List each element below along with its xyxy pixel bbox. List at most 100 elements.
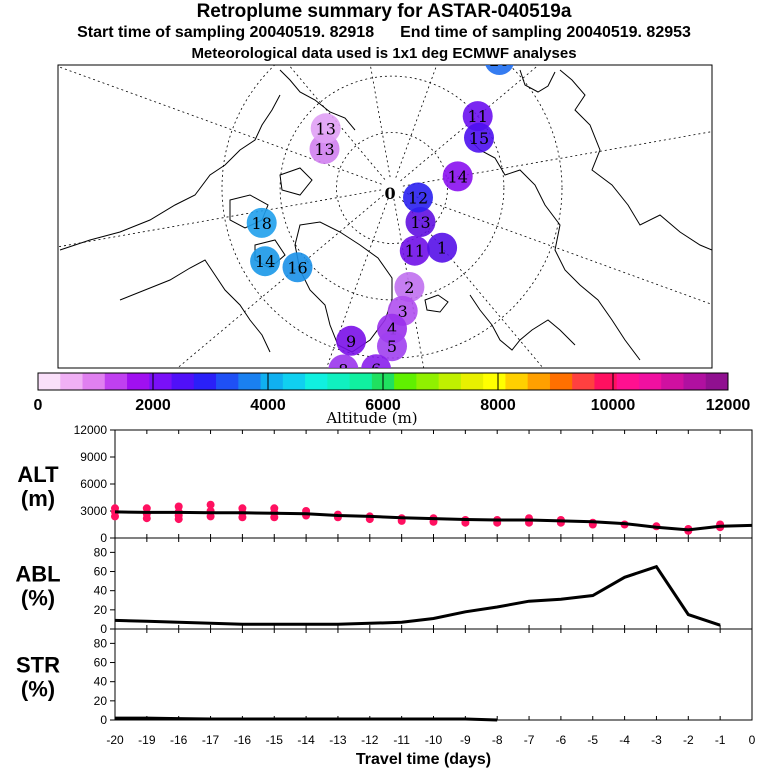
y-tick-label: 60	[94, 565, 108, 579]
y-tick-label: 80	[94, 545, 108, 559]
colorbar-swatch	[149, 373, 172, 390]
colorbar-tick-label: 8000	[480, 397, 516, 414]
colorbar-swatch	[216, 373, 239, 390]
trajectory-dot	[246, 207, 277, 238]
altitude-colorbar: 0 2000 4000 6000 8000 10000 12000 Altitude (m)	[34, 372, 751, 427]
trajectory-day-label: 16	[287, 258, 307, 277]
trajectory-dot	[442, 161, 473, 192]
trajectory-point: 14	[250, 246, 281, 277]
altitude-scatter-point	[111, 512, 119, 521]
x-axis-label: Travel time (days)	[356, 751, 491, 768]
trajectory-point: 8	[328, 354, 359, 380]
trajectory-day-label: 8	[338, 361, 348, 380]
coast-siberia	[559, 69, 712, 251]
trajectory-day-label: 1	[437, 239, 447, 258]
colorbar-swatch	[349, 373, 373, 390]
x-tick-label: -5	[587, 733, 598, 747]
trajectory-point: 15	[464, 122, 494, 153]
trajectory-point: 2	[394, 272, 425, 302]
colorbar-swatch	[594, 373, 618, 390]
panel-label-unit: (%)	[21, 677, 55, 702]
x-tick-label: -13	[329, 733, 347, 747]
x-tick-label: -7	[524, 733, 535, 747]
y-tick-label: 0	[100, 531, 107, 545]
trajectory-day-label: 14	[448, 167, 468, 186]
colorbar-tick-label: 6000	[365, 397, 401, 414]
trajectory-point: 18	[246, 207, 277, 238]
colorbar-swatch	[638, 373, 662, 390]
x-tick-label: -19	[138, 733, 156, 747]
coast-iceland	[424, 294, 449, 313]
colorbar-swatch	[260, 373, 284, 390]
panel-label-name: ABL	[15, 562, 60, 587]
colorbar-swatch	[60, 373, 83, 390]
x-tick-label: -16	[170, 733, 188, 747]
y-tick-label: 60	[94, 656, 108, 670]
y-tick-label: 6000	[80, 477, 107, 491]
panel-label-name: STR	[16, 653, 60, 678]
colorbar-swatch	[616, 373, 640, 390]
x-tick-label: -12	[361, 733, 379, 747]
start-time-text: Start time of sampling 20040519. 82918	[77, 24, 375, 41]
trajectory-point: 12	[403, 182, 433, 213]
colorbar-tick-label: 12000	[706, 397, 751, 414]
colorbar-swatch	[505, 373, 529, 390]
x-tick-label: -2	[683, 733, 694, 747]
coast-siberia-north	[469, 139, 641, 361]
trajectory-day-label: 9	[346, 332, 356, 351]
colorbar-swatch	[483, 373, 506, 390]
y-tick-label: 0	[100, 622, 107, 636]
trajectory-point: 19	[458, 34, 488, 64]
title-line3: Meteorological data used is 1x1 deg ECMW…	[191, 45, 577, 62]
x-tick-label: -8	[492, 733, 503, 747]
trajectory-day-label: 11	[405, 242, 425, 261]
colorbar-swatch	[171, 373, 195, 390]
x-tick-label: -3	[651, 733, 662, 747]
meridian-line	[176, 194, 384, 368]
trajectory-point: 13	[310, 113, 341, 144]
meridian-line	[58, 189, 382, 248]
panel-label-unit: (%)	[21, 586, 55, 611]
trajectory-dot	[310, 113, 341, 144]
colorbar-tick-label: 4000	[250, 397, 286, 414]
trajectory-day-label: 14	[255, 252, 275, 271]
colorbar-swatch	[193, 373, 217, 390]
coast-greenland	[294, 221, 393, 353]
y-tick-label: 20	[94, 694, 108, 708]
colorbar-swatch	[661, 373, 684, 390]
trajectory-dot	[427, 232, 458, 263]
trajectory-markers: 10192011151413121112345678916141813130	[246, 34, 514, 380]
x-tick-label: -17	[202, 733, 220, 747]
altitude-scatter-point	[174, 515, 183, 524]
trajectory-day-label: 6	[371, 360, 381, 379]
coast-hudson	[119, 259, 271, 353]
colorbar-swatch	[238, 373, 261, 390]
colorbar-swatch	[82, 373, 106, 390]
trajectory-dot	[336, 325, 367, 356]
y-tick-label: 0	[100, 713, 107, 727]
trajectory-dot	[403, 182, 433, 213]
colorbar-swatch	[549, 373, 573, 390]
trajectory-dot	[458, 34, 488, 64]
trajectory-point: 20	[485, 65, 514, 75]
receptor-label: 0	[385, 184, 396, 203]
trajectory-dot	[405, 207, 436, 237]
colorbar-swatch	[327, 373, 351, 390]
trajectory-day-label: 18	[252, 214, 272, 233]
trajectory-dot	[250, 246, 281, 277]
panel-abl: 0 20 40 60 80 ABL(%)	[15, 537, 753, 636]
trajectory-point: 16	[282, 252, 313, 283]
panel-label-name: ALT	[17, 462, 59, 487]
altitude-scatter-point	[270, 513, 279, 522]
trajectory-dot	[377, 331, 407, 362]
trajectory-dot	[361, 354, 392, 368]
trajectory-dot	[282, 252, 313, 283]
series-line	[115, 716, 498, 722]
coast-kamchatka	[519, 69, 556, 93]
colorbar-swatch	[38, 373, 61, 390]
trajectory-day-label: 5	[387, 337, 397, 356]
y-tick-label: 40	[94, 675, 108, 689]
trajectory-point: 6	[361, 354, 392, 379]
meridian-line	[58, 66, 382, 185]
x-tick-label: -9	[460, 733, 471, 747]
